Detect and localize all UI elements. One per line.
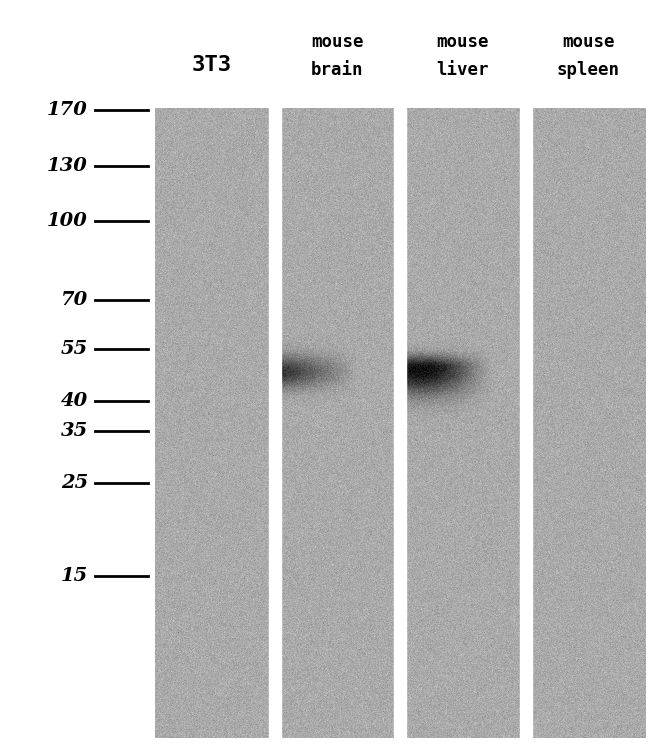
Text: mouse: mouse — [437, 33, 489, 51]
Text: 170: 170 — [47, 101, 88, 119]
Bar — [268, 108, 281, 738]
Text: brain: brain — [311, 61, 363, 79]
Text: 3T3: 3T3 — [192, 55, 232, 75]
Bar — [519, 108, 532, 738]
Text: mouse: mouse — [562, 33, 614, 51]
Text: 40: 40 — [60, 392, 88, 410]
Text: 70: 70 — [60, 291, 88, 309]
Text: 15: 15 — [60, 567, 88, 585]
Text: spleen: spleen — [557, 61, 619, 79]
Text: 55: 55 — [60, 340, 88, 358]
Text: 35: 35 — [60, 422, 88, 440]
Text: liver: liver — [437, 61, 489, 79]
Text: 25: 25 — [60, 474, 88, 492]
Text: mouse: mouse — [311, 33, 363, 51]
Text: 100: 100 — [47, 212, 88, 230]
Text: 130: 130 — [47, 157, 88, 175]
Bar — [394, 108, 406, 738]
